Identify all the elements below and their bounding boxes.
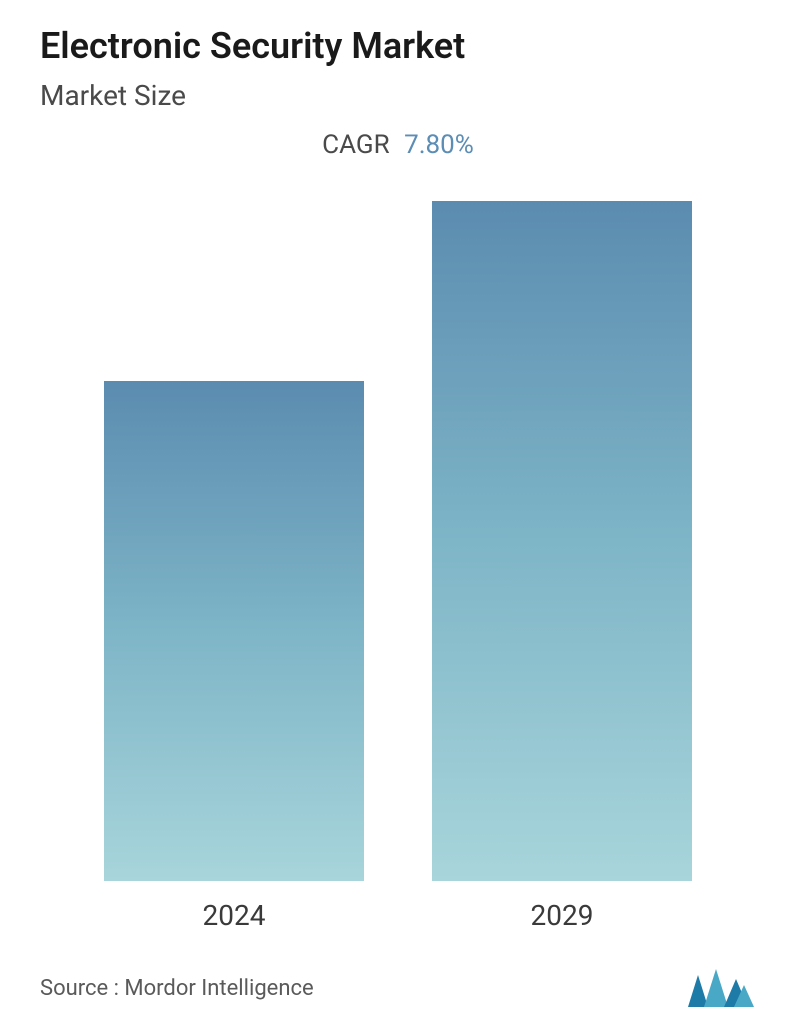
bar-group-2024: 2024 <box>104 381 364 932</box>
chart-footer: Source : Mordor Intelligence <box>40 942 756 1014</box>
chart-area: 2024 2029 <box>40 190 756 942</box>
brand-logo-icon <box>686 967 756 1009</box>
chart-subtitle: Market Size <box>40 79 756 112</box>
cagr-label: CAGR <box>322 130 389 160</box>
chart-title: Electronic Security Market <box>40 25 756 67</box>
bar-2024 <box>104 381 364 881</box>
cagr-value: 7.80% <box>404 130 474 160</box>
bar-2029 <box>432 201 692 881</box>
x-label-2024: 2024 <box>203 899 266 932</box>
bar-group-2029: 2029 <box>432 201 692 932</box>
cagr-row: CAGR 7.80% <box>40 130 756 160</box>
source-text: Source : Mordor Intelligence <box>40 976 314 1001</box>
x-label-2029: 2029 <box>531 899 594 932</box>
chart-container: Electronic Security Market Market Size C… <box>0 0 796 1034</box>
